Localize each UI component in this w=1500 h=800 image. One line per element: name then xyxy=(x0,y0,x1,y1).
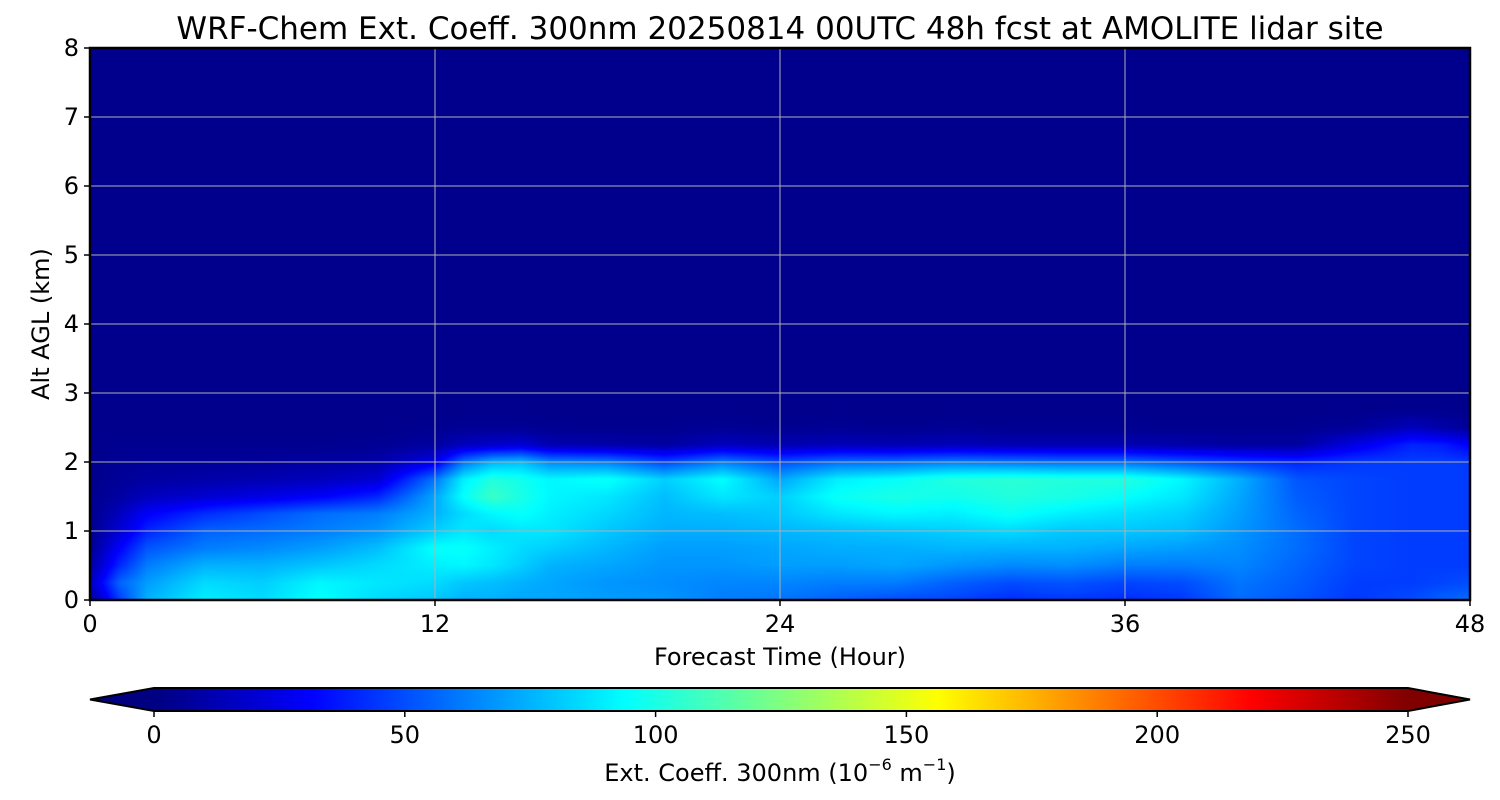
colorbar-tick-label: 250 xyxy=(1385,721,1431,749)
y-axis-label: Alt AGL (km) xyxy=(27,248,55,400)
y-tick-label: 7 xyxy=(64,103,79,131)
colorbar-tick-label: 100 xyxy=(633,721,679,749)
y-tick-label: 5 xyxy=(64,241,79,269)
x-tick-label: 0 xyxy=(82,610,97,638)
x-axis-label: Forecast Time (Hour) xyxy=(654,643,906,671)
y-tick-label: 0 xyxy=(64,586,79,614)
x-tick-label: 36 xyxy=(1110,610,1141,638)
x-axis: 0 12 24 36 48 xyxy=(82,600,1485,638)
colorbar-over-extension xyxy=(1408,688,1470,711)
colorbar-tick-label: 150 xyxy=(883,721,929,749)
plot-area xyxy=(88,46,1472,602)
y-tick-label: 8 xyxy=(64,34,79,62)
y-tick-label: 4 xyxy=(64,310,79,338)
x-tick-label: 12 xyxy=(420,610,451,638)
colorbar-ticks: 0 50 100 150 200 250 xyxy=(146,711,1431,749)
colorbar-label: Ext. Coeff. 300nm (10−6 m−1) xyxy=(604,755,956,787)
chart-title: WRF-Chem Ext. Coeff. 300nm 20250814 00UT… xyxy=(176,11,1383,47)
colorbar-tick-label: 200 xyxy=(1134,721,1180,749)
colorbar-under-extension xyxy=(90,688,154,711)
y-tick-label: 2 xyxy=(64,448,79,476)
y-tick-label: 3 xyxy=(64,379,79,407)
x-tick-label: 24 xyxy=(765,610,796,638)
x-tick-label: 48 xyxy=(1455,610,1486,638)
y-tick-label: 6 xyxy=(64,172,79,200)
colorbar-tick-label: 0 xyxy=(146,721,161,749)
colorbar-body xyxy=(154,688,1408,711)
colorbar: 0 50 100 150 200 250 Ext. Coeff. 300nm (10−6 … xyxy=(89,687,1471,787)
colorbar-tick-label: 50 xyxy=(390,721,421,749)
grid-lines xyxy=(90,48,1470,600)
y-axis: 0 1 2 3 4 5 6 7 8 xyxy=(64,34,90,614)
y-tick-label: 1 xyxy=(64,517,79,545)
